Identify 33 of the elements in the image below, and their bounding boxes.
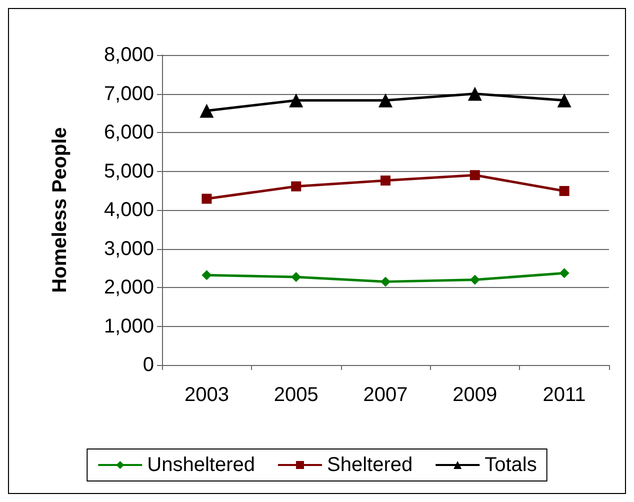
point bbox=[470, 170, 480, 180]
point bbox=[378, 93, 392, 108]
point bbox=[289, 93, 304, 108]
point bbox=[559, 268, 570, 278]
point bbox=[380, 276, 390, 287]
y-tick-label: 1,000 bbox=[104, 315, 154, 338]
legend-label: Unsheltered bbox=[147, 454, 255, 476]
y-tick-label: 2,000 bbox=[104, 276, 154, 298]
legend-label: Totals bbox=[484, 454, 537, 476]
point bbox=[557, 93, 572, 108]
x-tick-label: 2011 bbox=[542, 384, 586, 406]
point bbox=[291, 272, 302, 282]
y-tick-label: 3,000 bbox=[104, 238, 154, 260]
point bbox=[202, 270, 212, 280]
point bbox=[559, 186, 570, 196]
y-tick-label: 4,000 bbox=[104, 199, 154, 221]
y-axis-title: Homeless People bbox=[49, 127, 71, 293]
y-tick-label: 8,000 bbox=[104, 44, 154, 66]
legend-label: Sheltered bbox=[326, 454, 413, 476]
point bbox=[468, 86, 482, 101]
x-tick-label: 2007 bbox=[363, 384, 408, 406]
point bbox=[291, 181, 302, 192]
x-tick-label: 2009 bbox=[452, 384, 498, 406]
point bbox=[470, 274, 480, 285]
y-tick-label: 6,000 bbox=[104, 122, 154, 144]
point bbox=[200, 104, 214, 118]
point bbox=[380, 176, 390, 186]
point bbox=[202, 194, 212, 204]
y-tick-label: 0 bbox=[142, 354, 154, 376]
y-tick-label: 5,000 bbox=[104, 160, 154, 182]
y-tick-label: 7,000 bbox=[104, 82, 154, 105]
x-tick-label: 2005 bbox=[274, 384, 318, 406]
x-tick-label: 2003 bbox=[184, 384, 229, 406]
